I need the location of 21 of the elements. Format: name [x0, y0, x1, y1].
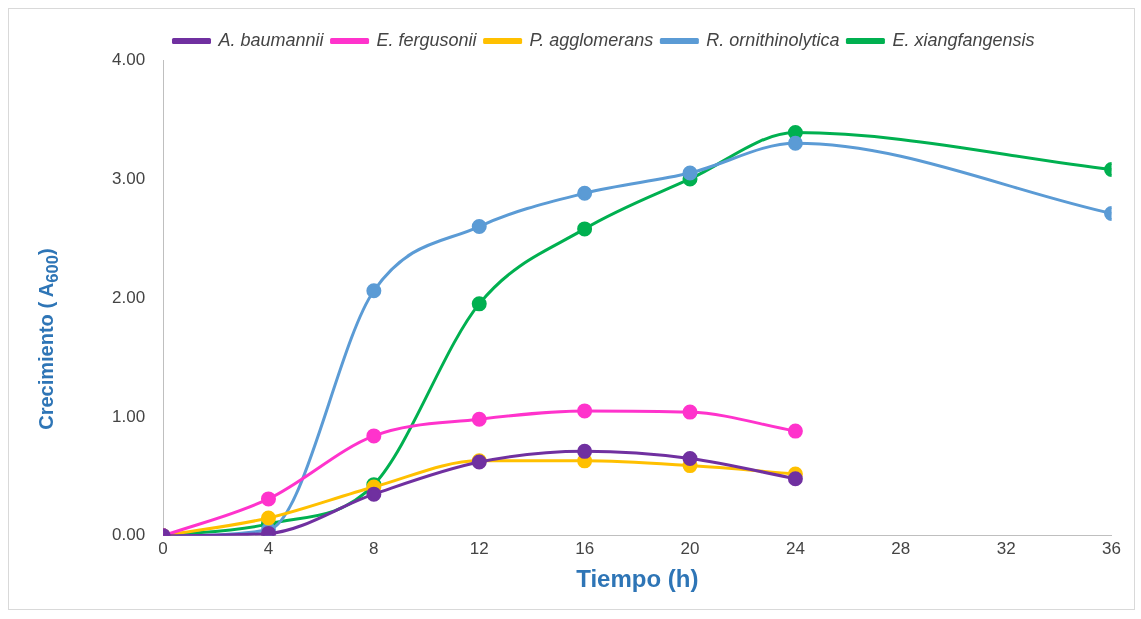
legend-label: P. agglomerans: [529, 30, 654, 50]
y-tick-label: 2.00: [111, 287, 146, 307]
x-tick-label: 4: [263, 538, 274, 558]
y-tick-label: 3.00: [111, 168, 146, 188]
x-tick-label: 32: [996, 538, 1016, 558]
x-tick-label: 16: [575, 538, 595, 558]
legend-label: R. ornithinolytica: [706, 30, 840, 50]
legend-label: A. baumannii: [217, 30, 325, 50]
x-tick-label: 12: [469, 538, 489, 558]
x-tick-label: 28: [891, 538, 911, 558]
x-tick-label: 24: [785, 538, 805, 558]
y-tick-label: 1.00: [111, 406, 146, 426]
y-tick-label: 4.00: [111, 49, 146, 69]
x-tick-label: 0: [158, 538, 168, 558]
x-tick-label: 36: [1102, 538, 1122, 558]
x-axis-title: Tiempo (h): [576, 565, 699, 593]
x-tick-label: 20: [680, 538, 700, 558]
x-tick-label: 8: [369, 538, 379, 558]
y-tick-label: 0.00: [111, 525, 146, 545]
legend-label: E. xiangfangensis: [892, 30, 1035, 50]
legend-label: E. fergusonii: [376, 30, 478, 50]
